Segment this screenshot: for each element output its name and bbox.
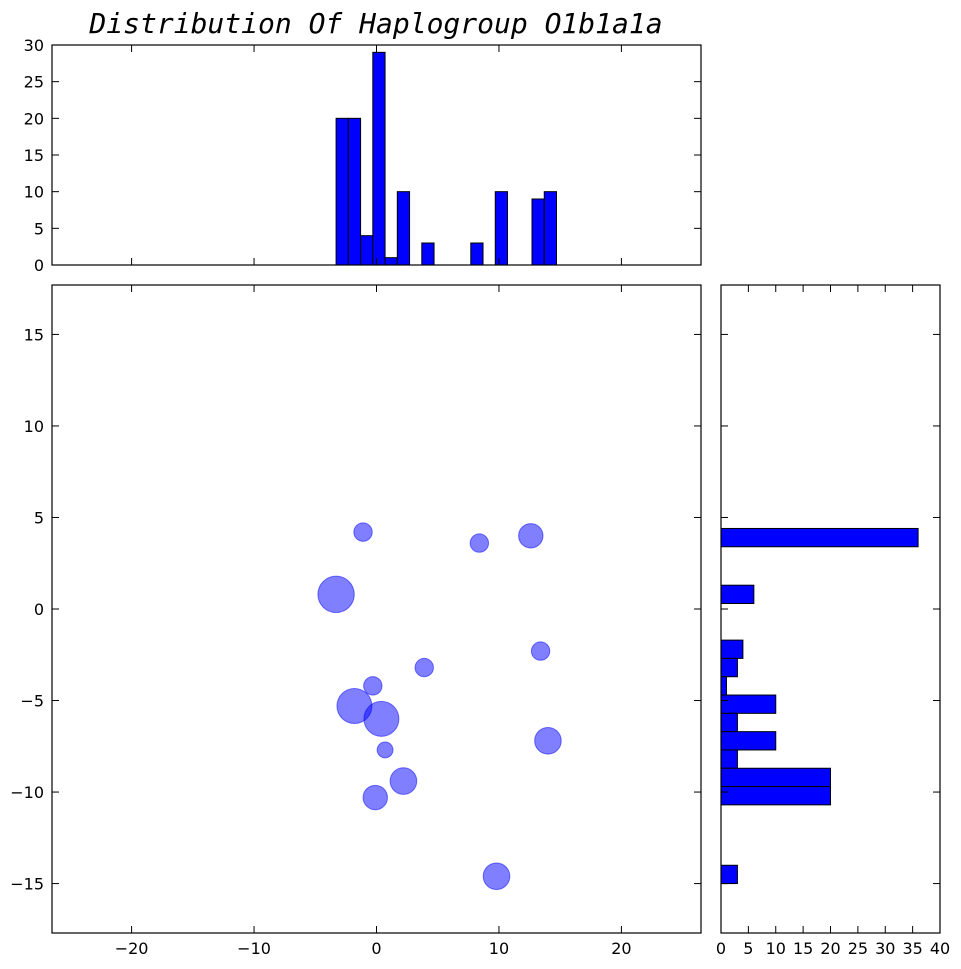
y-tick-label: −5	[20, 692, 44, 711]
scatter-background	[52, 285, 701, 933]
y-tick-label: −15	[10, 875, 44, 894]
right-histogram-bar	[720, 639, 744, 659]
x-tick-label: 20	[820, 939, 840, 958]
y-tick-label: 0	[34, 600, 44, 619]
top-histogram-bar	[347, 117, 362, 266]
y-tick-label: 30	[24, 36, 44, 55]
right-histogram-bar	[720, 786, 831, 806]
y-tick-label: 10	[24, 183, 44, 202]
scatter-point	[317, 575, 355, 614]
y-tick-label: 25	[24, 73, 44, 92]
top-histogram-bar	[494, 191, 509, 266]
right-histogram-bar	[720, 584, 755, 605]
right-histogram-bar	[720, 694, 777, 714]
y-tick-label: 5	[34, 219, 44, 238]
x-tick-label: −10	[237, 939, 271, 958]
y-tick-label: 0	[34, 256, 44, 275]
scatter-point	[482, 862, 511, 891]
top-histogram-bar	[543, 191, 558, 266]
scatter-point	[353, 522, 373, 542]
right-histogram-bar	[720, 767, 831, 788]
right-histogram-bar	[720, 712, 738, 733]
scatter-plot: −20 −10 0 10 20 −15 −10 −5 0 5 10 15	[10, 284, 702, 958]
scatter-point	[363, 700, 400, 737]
top-histogram-bar	[470, 242, 484, 266]
x-tick-label: 40	[930, 939, 950, 958]
top-histogram-bar	[384, 257, 398, 266]
x-tick-label: 25	[848, 939, 868, 958]
scatter-frame	[51, 284, 702, 934]
scatter-point	[363, 676, 383, 696]
top-histogram: 0 5 10 15 20 25 30	[24, 36, 702, 275]
scatter-point	[389, 767, 418, 795]
top-histogram-frame	[51, 44, 702, 266]
x-tick-label: −20	[115, 939, 149, 958]
right-histogram: 0 5 10 15 20 25 30 35 40	[716, 284, 950, 958]
x-tick-label: 0	[716, 939, 726, 958]
scatter-point	[469, 533, 490, 553]
right-histogram-bar	[720, 527, 919, 548]
y-tick-label: 15	[24, 146, 44, 165]
scatter-point	[518, 523, 544, 549]
y-tick-label: 10	[24, 417, 44, 436]
y-tick-label: 5	[34, 508, 44, 527]
y-tick-label: 20	[24, 109, 44, 128]
top-histogram-bar	[360, 235, 374, 266]
top-histogram-bar	[335, 117, 349, 266]
right-histogram-bar	[720, 749, 738, 769]
right-histogram-bar	[720, 676, 727, 696]
scatter-point	[530, 641, 551, 661]
right-histogram-bar	[720, 731, 777, 751]
x-tick-label: 30	[875, 939, 895, 958]
scatter-point	[534, 726, 562, 755]
x-tick-label: 10	[766, 939, 786, 958]
top-histogram-bar	[421, 242, 435, 266]
scatter-point	[376, 741, 394, 759]
scatter-point	[362, 784, 388, 811]
scatter-point	[414, 657, 434, 678]
x-tick-label: 10	[489, 939, 509, 958]
top-histogram-bar	[372, 51, 386, 266]
x-tick-label: 5	[743, 939, 753, 958]
x-tick-label: 35	[902, 939, 922, 958]
y-tick-label: −10	[10, 783, 44, 802]
right-histogram-bar	[720, 864, 738, 885]
x-tick-label: 15	[793, 939, 813, 958]
right-histogram-bar	[720, 657, 738, 678]
chart-title: Distribution Of Haplogroup O1b1a1a	[88, 7, 662, 40]
x-tick-label: 0	[371, 939, 381, 958]
y-tick-label: 15	[24, 325, 44, 344]
right-histogram-frame	[720, 284, 941, 934]
top-histogram-bar	[531, 198, 545, 266]
x-tick-label: 20	[611, 939, 631, 958]
top-histogram-bar	[396, 191, 411, 266]
